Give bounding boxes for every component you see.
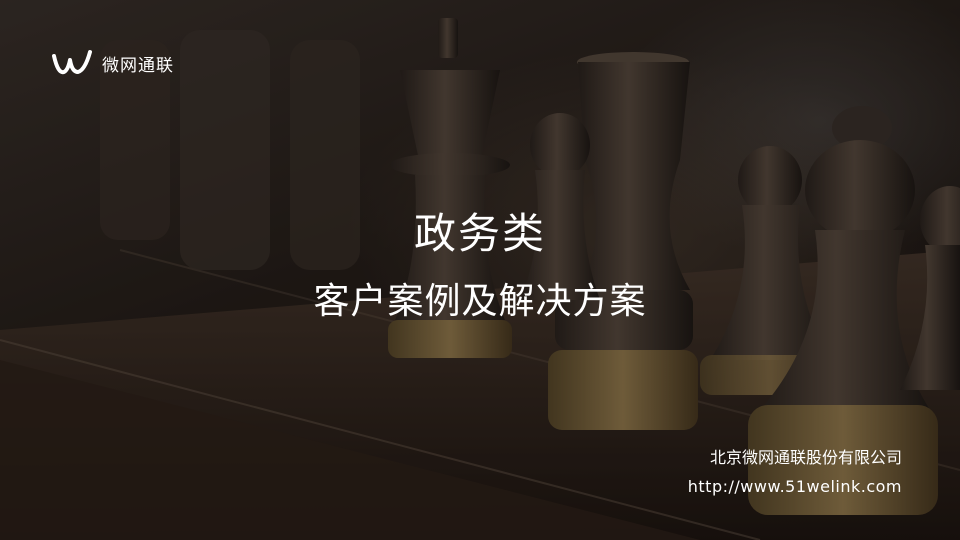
page-title: 政务类 — [413, 209, 546, 258]
footer-info: 北京微网通联股份有限公司 http://www.51welink.com — [688, 446, 902, 500]
page-subtitle: 客户案例及解决方案 — [313, 281, 647, 322]
website-url: http://www.51welink.com — [687, 477, 902, 496]
w-logo-icon — [52, 50, 92, 75]
company-logo: 微网通联 — [52, 48, 174, 78]
logo-text: 微网通联 — [102, 55, 174, 76]
company-name: 北京微网通联股份有限公司 — [709, 448, 902, 467]
